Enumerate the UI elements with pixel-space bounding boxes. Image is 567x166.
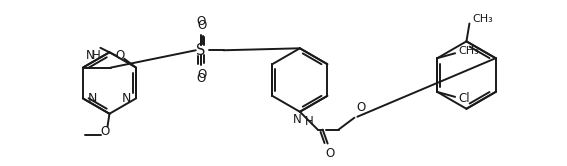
Text: N: N [88,92,97,105]
Text: N: N [293,113,302,126]
Text: O: O [197,68,206,81]
Text: O: O [196,72,205,85]
Text: Cl: Cl [458,92,469,105]
Text: H: H [92,49,101,62]
Text: N: N [86,49,95,62]
Text: S: S [196,43,205,58]
Text: O: O [196,15,205,28]
Text: N: N [122,92,131,105]
Text: O: O [197,19,206,32]
Text: H: H [305,115,314,128]
Text: O: O [357,101,366,114]
Text: O: O [325,147,334,161]
Text: CH₃: CH₃ [458,46,479,56]
Text: O: O [100,125,109,138]
Text: CH₃: CH₃ [472,14,493,24]
Text: O: O [116,49,125,62]
